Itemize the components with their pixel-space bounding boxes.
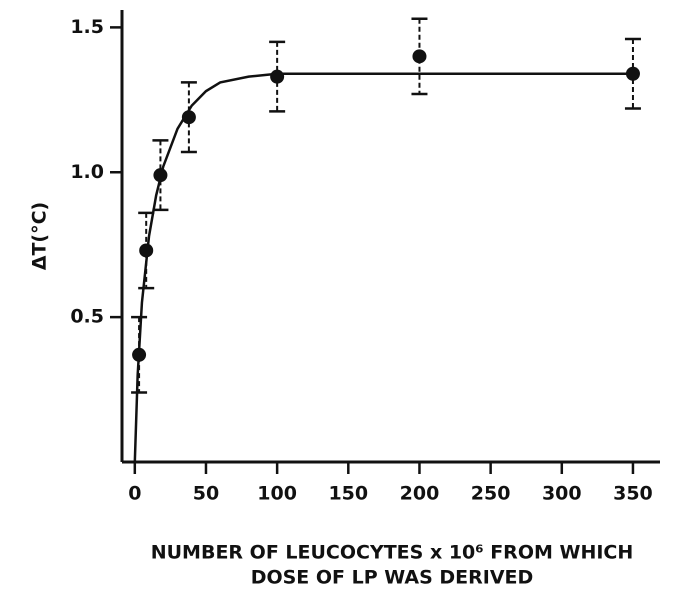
x-axis-label: DOSE OF LP WAS DERIVED (251, 567, 534, 589)
fit-curve (133, 72, 633, 463)
x-tick-label: 50 (193, 483, 219, 505)
data-point (139, 243, 154, 258)
data-point (132, 347, 147, 362)
data-point (153, 168, 168, 183)
y-tick-label: 0.5 (70, 306, 104, 328)
data-point (625, 66, 640, 81)
x-tick-label: 150 (328, 483, 368, 505)
y-tick-label: 1.0 (70, 161, 104, 183)
y-tick-label: 1.5 (70, 16, 104, 38)
x-tick-label: 200 (400, 483, 440, 505)
x-tick-label: 350 (613, 483, 653, 505)
x-tick-label: 100 (257, 483, 297, 505)
data-point (270, 69, 285, 84)
x-tick-label: 300 (542, 483, 582, 505)
y-axis-label: ΔT(°C) (29, 202, 51, 270)
data-point (412, 49, 427, 64)
data-point (181, 110, 196, 125)
x-axis-label: NUMBER OF LEUCOCYTES x 10⁶ FROM WHICH (151, 542, 634, 564)
x-tick-label: 0 (128, 483, 141, 505)
x-tick-label: 250 (471, 483, 511, 505)
